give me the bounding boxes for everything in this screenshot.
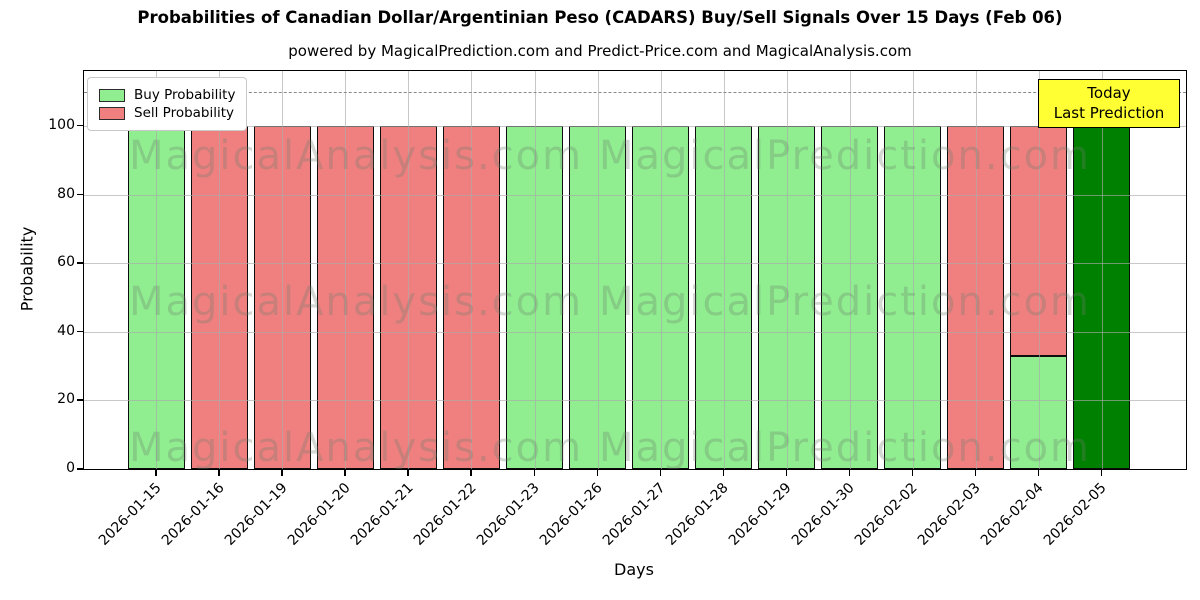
y-tick [77,330,83,333]
x-tick-label-text: 2026-01-15 [95,480,165,549]
bar-segment [127,125,185,469]
bar-segment [1073,125,1131,469]
x-tick [785,469,788,476]
y-tick-label: 60 [57,254,75,271]
x-tick-label-text: 2026-01-23 [473,480,543,549]
watermark-text: MagicalAnalysis.com [129,279,584,325]
x-tick-label-text: 2026-01-27 [599,480,669,549]
h-gridline [84,125,1186,127]
y-tick-label: 100 [48,116,75,133]
watermark-text: MagicalPrediction.com [599,133,1091,179]
chart-subtitle: powered by MagicalPrediction.com and Pre… [288,42,912,60]
watermark-text: MagicalAnalysis.com [129,425,584,470]
h-gridline [84,400,1186,402]
v-gridline [723,71,725,469]
bar-segment [505,125,563,469]
bar-segment [695,125,753,469]
x-tick-label-text: 2026-01-30 [788,480,858,549]
legend: Buy Probability Sell Probability [87,77,248,131]
h-gridline [84,263,1186,265]
plot-area: MagicalAnalysis.com MagicalPrediction.com… [83,70,1187,470]
x-tick [344,469,346,476]
bar-segment [758,125,816,469]
x-tick-label-text: 2026-01-16 [158,480,228,549]
v-gridline [534,71,536,469]
v-gridline [219,71,221,469]
today-annotation-box: Today Last Prediction [1038,79,1180,128]
x-tick [281,469,283,476]
v-gridline [597,71,599,469]
v-gridline [345,71,347,469]
x-tick-label-text: 2026-01-26 [536,480,606,549]
buy-swatch-icon [99,88,125,102]
h-gridline [84,331,1186,333]
v-gridline [408,71,410,469]
x-tick-label-text: 2026-01-20 [284,480,354,549]
v-gridline [660,71,662,469]
v-gridline [156,71,158,469]
v-gridline [786,71,788,469]
v-gridline [975,71,977,469]
today-annotation-line2: Last Prediction [1053,104,1165,123]
x-tick [596,469,598,476]
h-gridline [84,194,1186,196]
legend-label-sell: Sell Probability [134,105,235,121]
x-tick [848,469,851,476]
legend-item-sell: Sell Probability [99,105,235,121]
legend-label-buy: Buy Probability [134,87,236,103]
x-tick-label-text: 2026-01-29 [725,480,795,549]
bar-segment [884,125,942,469]
y-tick [77,193,83,196]
x-tick-label-text: 2026-01-22 [410,480,480,549]
v-gridline [912,71,914,469]
watermark-text: MagicalPrediction.com [599,425,1091,470]
y-tick [77,124,83,127]
x-tick [533,469,535,476]
bar-segment [632,125,690,469]
sell-swatch-icon [99,106,125,120]
x-tick-label-text: 2026-01-28 [662,480,732,549]
x-tick [974,469,977,476]
v-gridline [282,71,284,469]
x-tick [722,469,725,476]
x-tick [1100,469,1103,476]
x-tick [407,469,409,476]
bar-segment [1010,355,1068,469]
bar-segment [379,125,437,469]
x-tick [218,469,220,476]
y-tick-label: 20 [57,391,75,408]
x-tick [911,469,914,476]
bar-segment [1010,125,1068,356]
v-gridline [849,71,851,469]
v-gridline [1101,71,1103,469]
watermark-text: MagicalAnalysis.com [129,133,584,179]
y-tick-label: 80 [57,185,75,202]
bar-segment [568,125,626,469]
threshold-line [84,91,1186,93]
x-tick-label-text: 2026-02-02 [852,480,921,549]
x-tick-label-text: 2026-01-19 [221,480,291,549]
x-tick [659,469,662,476]
x-tick-label-text: 2026-01-21 [347,480,417,549]
x-tick-label-text: 2026-02-03 [915,480,984,549]
x-tick [1037,469,1040,476]
legend-item-buy: Buy Probability [99,87,235,103]
v-gridline [1038,71,1040,469]
x-tick-label-text: 2026-02-04 [978,480,1047,549]
y-tick [77,262,83,264]
y-tick [77,468,83,470]
watermark-text: MagicalPrediction.com [599,279,1091,325]
y-tick-label: 0 [66,460,75,476]
y-tick-label: 40 [57,322,75,339]
v-gridline [471,71,473,469]
x-axis-label: Days [614,560,654,579]
x-tick [155,469,157,476]
today-annotation-line1: Today [1087,84,1131,102]
bar-segment [821,125,879,469]
chart-title: Probabilities of Canadian Dollar/Argenti… [137,8,1063,27]
x-tick [470,469,472,476]
y-tick [77,399,83,401]
x-tick-label-text: 2026-02-05 [1041,480,1110,549]
